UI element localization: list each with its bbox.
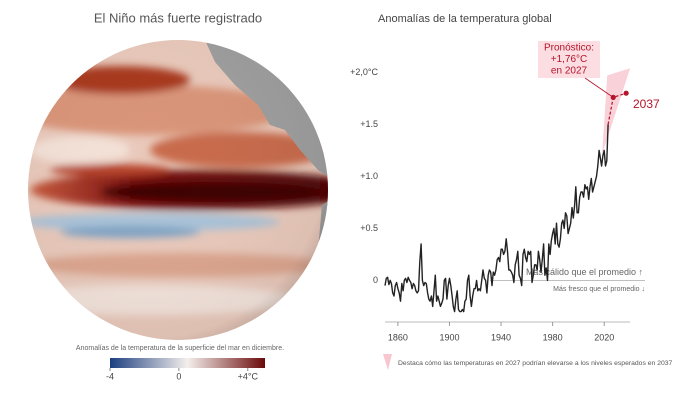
- x-tick-label: 1940: [491, 332, 511, 342]
- y-tick-label: 0: [373, 275, 378, 285]
- forecast-leader: [584, 77, 614, 98]
- x-tick-label: 1860: [388, 332, 408, 342]
- cool-label: Más fresco que el promedio ↓: [553, 286, 645, 293]
- x-tick-label: 1900: [439, 332, 459, 342]
- x-tick-label: 1980: [543, 332, 563, 342]
- colorbar-tick-label: -4: [106, 371, 114, 381]
- forecast-cone: [602, 68, 631, 155]
- y-tick-label: +0.5: [360, 223, 378, 233]
- colorbar-tick-label: 0: [176, 371, 181, 381]
- forecast-label: +1,76°C: [551, 54, 588, 65]
- forecast-label: Pronóstico:: [544, 43, 594, 54]
- globe: [28, 40, 328, 340]
- line-series: [384, 124, 609, 313]
- chart-title: Anomalías de la temperatura global: [378, 13, 552, 25]
- forecast-label: en 2027: [551, 66, 588, 77]
- x-tick-label: 2020: [594, 332, 614, 342]
- y-tick-label: +1.0: [360, 171, 378, 181]
- forecast-point: [623, 90, 629, 96]
- forecast-year-label: 2037: [633, 97, 660, 111]
- forecast-label-box: [538, 41, 600, 78]
- warm-label: Más cálido que el promedio ↑: [526, 267, 643, 277]
- colorbar-tick-label: +4°C: [238, 371, 259, 381]
- colorbar: [110, 358, 265, 368]
- map-caption: Anomalías de la temperatura de la superf…: [76, 345, 284, 352]
- legend-text: Destaca cómo las temperaturas en 2027 po…: [398, 360, 673, 367]
- y-tick-label: +2,0°C: [350, 67, 378, 77]
- legend-swatch: [383, 354, 392, 370]
- y-tick-label: +1.5: [360, 119, 378, 129]
- map-title: El Niño más fuerte registrado: [94, 10, 262, 25]
